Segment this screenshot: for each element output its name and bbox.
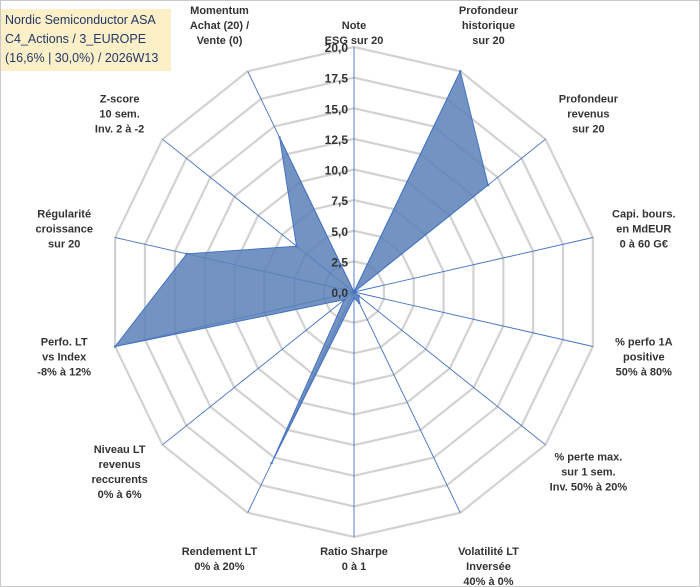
- series-layer: [113, 69, 490, 465]
- data-point: [459, 70, 462, 73]
- axis-label: Note ESG sur 20: [325, 20, 384, 47]
- tick-label: 17,5: [325, 72, 349, 86]
- data-point: [357, 294, 360, 297]
- axis-spoke: [353, 291, 461, 513]
- axis-label: Rendement LT 0% à 20%: [182, 546, 258, 573]
- axis-spoke: [353, 291, 546, 446]
- data-point: [486, 183, 490, 187]
- title-line-category: C4_Actions / 3_EUROPE: [5, 32, 147, 46]
- data-point: [352, 296, 356, 300]
- axis-spoke: [353, 237, 594, 293]
- title-line-period: (16,6% | 30,0%) / 2026W13: [5, 51, 159, 65]
- axis-label: Profondeur historique sur 20: [459, 5, 519, 47]
- tick-label: 5,0: [331, 225, 348, 239]
- tick-label: 2,5: [331, 255, 348, 269]
- data-point: [185, 252, 188, 255]
- axis-label: % perte max. sur 1 sem. Inv. 50% à 20%: [550, 451, 628, 493]
- data-point: [343, 298, 346, 301]
- axis-label: Capi. bours. en MdEUR 0 à 60 G€: [612, 209, 676, 251]
- tick-label: 0,0: [331, 286, 348, 300]
- axis-label: Z-score 10 sem. Inv. 2 à -2: [95, 94, 144, 136]
- tick-label: 12,5: [325, 133, 349, 147]
- axis-label-layer: Note ESG sur 20 Profondeur historique sur 20…: [35, 5, 675, 586]
- tick-label: 7,5: [331, 194, 348, 208]
- axis-label: Momentum Achat (20) / Vente (0): [190, 5, 249, 47]
- data-point: [270, 461, 273, 465]
- tick-label: 10,0: [325, 164, 349, 178]
- axis-label: Volatilité LT Inversée 40% à 0%: [458, 546, 519, 586]
- data-point: [113, 345, 117, 348]
- series-area: [113, 69, 489, 464]
- tick-layer: 0,0 2,5 5,0 7,5 10,0 12,5 15,0 17,5 20,0: [325, 41, 349, 300]
- data-point: [352, 290, 356, 294]
- tick-label: 20,0: [325, 41, 349, 55]
- axis-label: Profondeur revenus sur 20: [559, 94, 619, 136]
- axis-label: Régularité croissance sur 20: [35, 209, 92, 251]
- axis-label: Ratio Sharpe 0 à 1: [320, 546, 388, 573]
- data-point: [358, 301, 361, 305]
- title-line-company: Nordic Semiconductor ASA: [5, 13, 156, 27]
- data-point: [295, 245, 298, 248]
- axis-spoke: [162, 291, 355, 446]
- axis-label: Perfo. LT vs Index -8% à 12%: [37, 336, 91, 378]
- tick-label: 15,0: [325, 102, 349, 116]
- axis-spoke: [353, 291, 594, 347]
- chart-title: Nordic Semiconductor ASA C4_Actions / 3_…: [1, 9, 171, 71]
- axis-label: % perfo 1A positive 50% à 80%: [615, 336, 673, 378]
- data-point: [278, 136, 281, 139]
- axis-label: Niveau LT revenus reccurents 0% à 6%: [91, 444, 147, 501]
